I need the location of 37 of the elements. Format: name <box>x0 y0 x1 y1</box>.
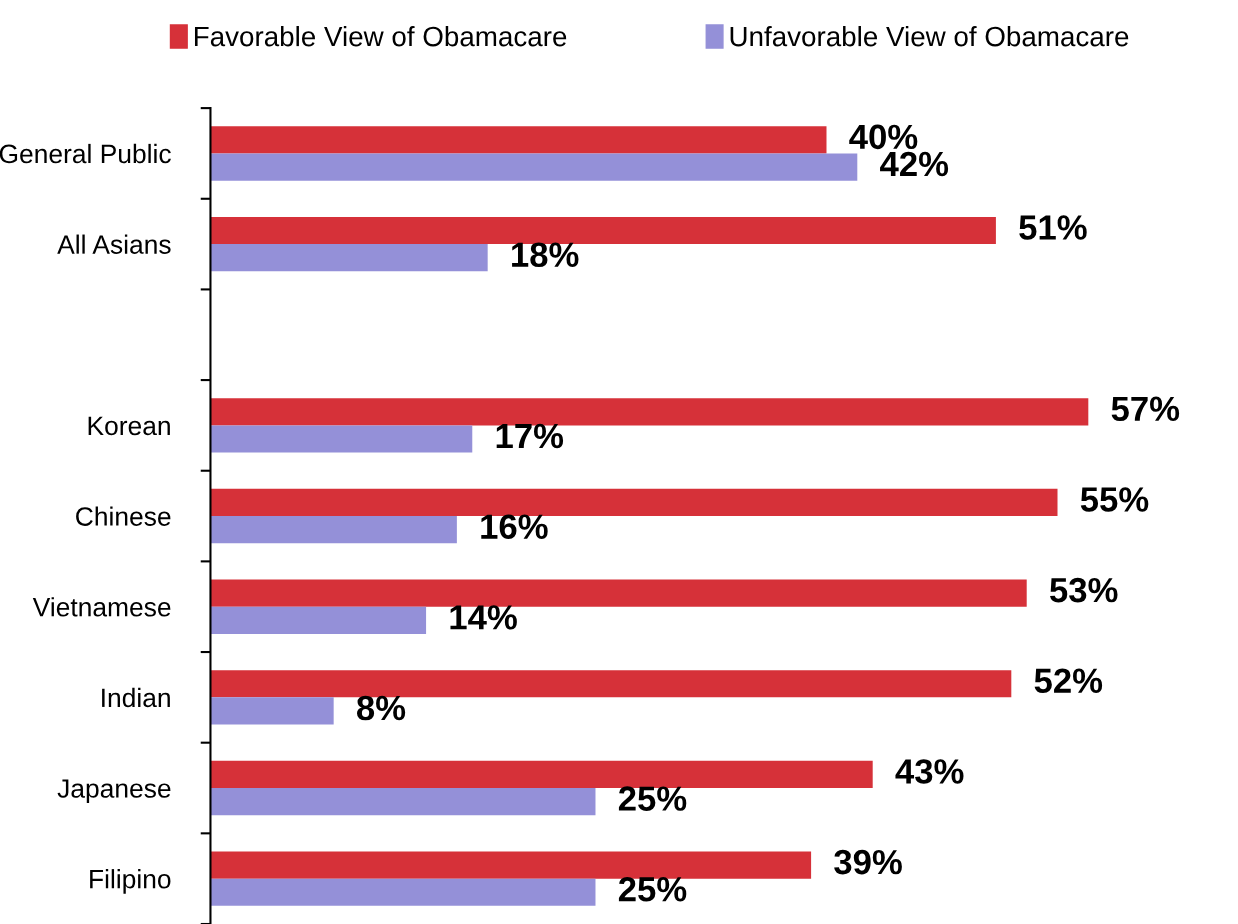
data-label: 53% <box>1050 577 1118 603</box>
bar <box>210 697 334 725</box>
bar <box>210 425 473 453</box>
bar <box>210 579 1027 607</box>
legend-label: Favorable View of Obamacare <box>194 25 567 47</box>
y-tick-label: Chinese <box>76 506 171 526</box>
y-tick-label: All Asians <box>57 234 171 254</box>
data-label: 17% <box>496 423 564 449</box>
y-tick-label: Filipino <box>90 869 171 894</box>
bar <box>210 244 488 272</box>
data-label: 16% <box>481 514 548 539</box>
data-label: 51% <box>1019 215 1087 240</box>
data-label: 25% <box>618 877 687 902</box>
y-tick-label: Vietnamese <box>32 597 171 617</box>
data-label: 25% <box>618 786 687 811</box>
data-label: 57% <box>1111 396 1180 422</box>
bar <box>210 606 427 634</box>
data-label: 39% <box>834 849 902 875</box>
bar <box>210 788 596 816</box>
y-tick-label: Korean <box>88 416 170 436</box>
data-label: 52% <box>1034 668 1103 694</box>
legend-label: Unfavorable View of Obamacare <box>730 25 1129 47</box>
y-tick-label: Japanese <box>57 779 171 804</box>
data-label: 14% <box>450 605 517 630</box>
data-label: 42% <box>880 151 949 177</box>
y-tick-label: Indian <box>102 687 170 708</box>
data-label: 40% <box>849 124 918 150</box>
data-label: 8% <box>356 695 406 721</box>
data-label: 43% <box>895 759 964 784</box>
bar <box>210 851 812 879</box>
bar <box>210 878 596 906</box>
data-label: 55% <box>1080 487 1149 512</box>
y-tick-label: General Public <box>0 143 171 164</box>
bar <box>210 516 457 544</box>
bar <box>210 126 827 154</box>
bar <box>210 153 858 181</box>
data-label: 18% <box>512 242 579 268</box>
